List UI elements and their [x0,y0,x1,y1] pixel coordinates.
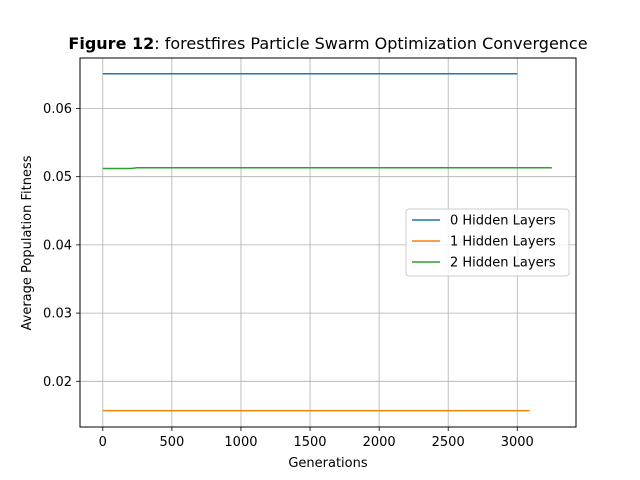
y-tick-label: 0.06 [43,102,72,117]
x-tick-label: 1500 [293,435,326,450]
y-tick-label: 0.05 [43,170,72,185]
x-tick-label: 2000 [363,435,396,450]
x-tick-label: 3000 [501,435,534,450]
legend-label: 0 Hidden Layers [450,214,556,229]
x-axis-label: Generations [288,456,368,471]
x-tick-label: 500 [159,435,184,450]
y-tick-label: 0.03 [43,307,72,322]
chart-title-rest: : forestfires Particle Swarm Optimizatio… [154,34,587,53]
x-tick-label: 2500 [432,435,465,450]
y-tick-label: 0.02 [43,375,72,390]
legend: 0 Hidden Layers 1 Hidden Layers 2 Hidden L… [405,208,570,277]
chart-title-bold: Figure 12 [68,34,154,53]
x-tick-label: 1000 [224,435,257,450]
chart-title: Figure 12: forestfires Particle Swarm Op… [68,34,587,53]
legend-label: 1 Hidden Layers [450,235,556,250]
ticks: 0 500 1000 1500 2000 2500 3000 0.02 0.03 0.04 0.05… [43,102,534,450]
series-line-2 [102,167,552,170]
x-tick-label: 0 [99,435,107,450]
legend-label: 2 Hidden Layers [450,256,556,271]
y-tick-label: 0.04 [43,238,72,253]
y-axis-label: Average Population Fitness [20,155,35,330]
legend-box [405,208,570,277]
plot-frame [79,57,577,428]
series-layer [102,72,552,412]
